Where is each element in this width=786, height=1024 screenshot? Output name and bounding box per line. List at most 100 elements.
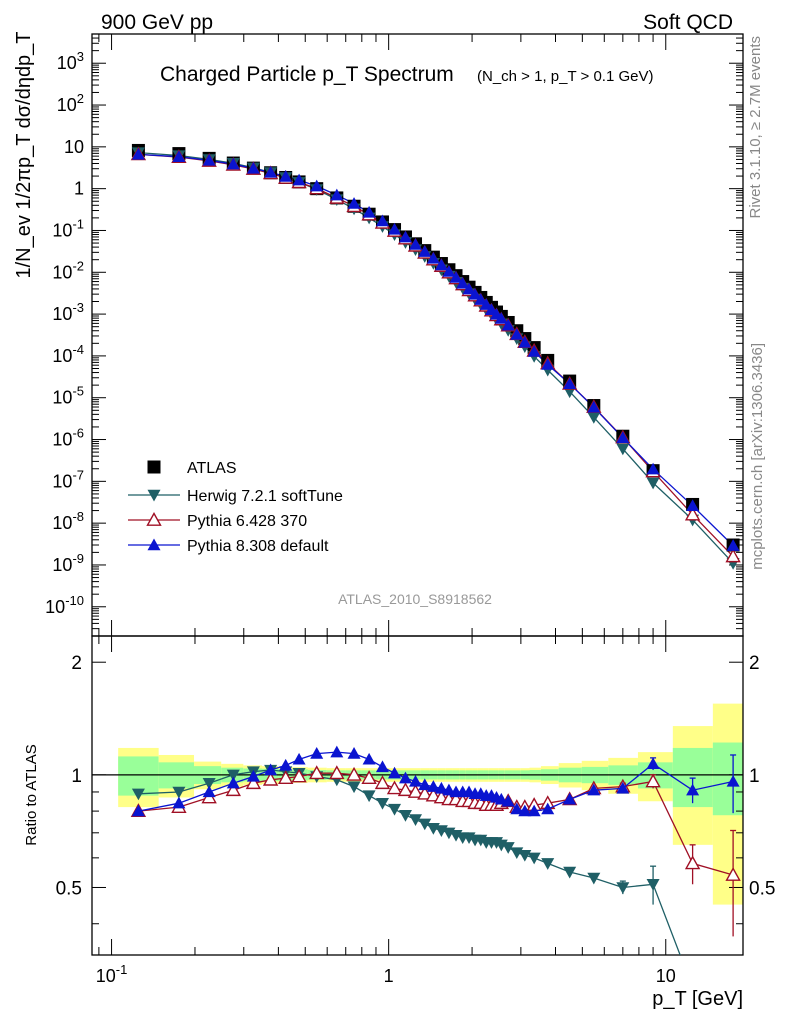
ratio-point bbox=[262, 771, 279, 786]
main-point bbox=[616, 431, 630, 443]
legend-label: Herwig 7.2.1 softTune bbox=[187, 488, 343, 505]
main-point bbox=[468, 287, 482, 300]
rivet-label: Rivet 3.1.10, ≥ 2.7M events bbox=[747, 36, 764, 219]
ratio-point bbox=[563, 866, 577, 879]
main-point bbox=[501, 318, 515, 331]
main-point bbox=[310, 179, 324, 192]
legend-label: ATLAS bbox=[187, 460, 237, 477]
ratio-point bbox=[397, 782, 414, 797]
main-point bbox=[646, 477, 660, 490]
ratio-point bbox=[686, 783, 700, 796]
ratio-point bbox=[264, 763, 278, 776]
legend-marker bbox=[147, 489, 161, 502]
ratio-point bbox=[417, 785, 433, 800]
x-tick-label: 10 bbox=[656, 966, 676, 986]
main-point bbox=[388, 222, 402, 235]
ratio-frame bbox=[91, 635, 744, 956]
ratio-plot-area bbox=[130, 745, 741, 955]
main-point bbox=[684, 506, 701, 521]
ratio-point bbox=[616, 882, 630, 894]
main-point bbox=[510, 328, 524, 340]
ratio-point bbox=[309, 765, 325, 780]
main-point bbox=[246, 161, 260, 174]
ratio-point bbox=[374, 775, 391, 790]
ratio-point bbox=[645, 773, 661, 788]
main-point bbox=[418, 245, 432, 257]
main-point bbox=[616, 443, 630, 456]
ratio-y-label: 0.5 bbox=[56, 878, 82, 899]
ratio-point bbox=[347, 747, 361, 759]
ratio-point bbox=[725, 867, 741, 881]
band-inner bbox=[712, 742, 743, 816]
ratio-y-label: 2 bbox=[71, 653, 82, 674]
ratio-point bbox=[291, 768, 307, 783]
ratio-point bbox=[616, 781, 630, 794]
main-point bbox=[474, 293, 488, 305]
main-point bbox=[518, 335, 532, 348]
ratio-point bbox=[501, 794, 515, 807]
main-point bbox=[202, 153, 216, 166]
main-point bbox=[226, 157, 240, 170]
ratio-point bbox=[646, 757, 660, 770]
main-point bbox=[587, 400, 601, 413]
ratio-point bbox=[172, 796, 186, 809]
ratio-point bbox=[587, 872, 601, 885]
main-point bbox=[587, 412, 601, 424]
y-tick-label: 10-1 bbox=[52, 216, 84, 240]
y-tick-label: 10-3 bbox=[52, 300, 84, 324]
y-tick-label: 10-6 bbox=[52, 426, 84, 450]
main-point bbox=[131, 147, 145, 160]
y-tick-label: 10-9 bbox=[52, 551, 84, 575]
plot-subtitle: (N_ch > 1, p_T > 0.1 GeV) bbox=[477, 68, 653, 85]
main-point bbox=[563, 377, 577, 390]
main-point bbox=[449, 271, 463, 283]
ratio-point bbox=[398, 771, 412, 784]
ratio-point bbox=[527, 804, 541, 817]
ratio-point bbox=[277, 770, 294, 785]
ratio-point bbox=[362, 790, 376, 803]
main-point bbox=[292, 173, 306, 186]
main-point bbox=[494, 312, 508, 324]
legend-label: Pythia 6.428 370 bbox=[187, 513, 307, 530]
ratio-point bbox=[310, 747, 324, 759]
main-point bbox=[409, 238, 423, 250]
legend-marker bbox=[146, 512, 162, 526]
ratio-point bbox=[361, 770, 377, 785]
ratio-point bbox=[518, 849, 532, 862]
plot-title: Charged Particle p_T Spectrum bbox=[160, 63, 454, 86]
collision-label: 900 GeV pp bbox=[101, 11, 213, 34]
ratio-point bbox=[541, 858, 555, 870]
main-point bbox=[726, 539, 740, 551]
ratio-point bbox=[646, 879, 660, 891]
x-tick-label: 1 bbox=[384, 966, 394, 986]
main-point bbox=[362, 205, 376, 218]
main-ylabel: 1/N_ev 1/2πp_T dσ/dηdp_T bbox=[13, 31, 35, 278]
ratio-point bbox=[425, 787, 442, 802]
y-tick-label: 10-4 bbox=[52, 342, 84, 366]
ratio-point bbox=[246, 769, 260, 782]
main-point bbox=[442, 265, 456, 277]
ratio-y-label: 0.5 bbox=[749, 878, 775, 899]
ratio-point bbox=[426, 780, 440, 792]
ratio-point bbox=[388, 766, 402, 779]
main-point bbox=[541, 358, 555, 370]
y-tick-label: 10-2 bbox=[52, 258, 84, 282]
ratio-point bbox=[131, 804, 145, 817]
ratio-point bbox=[418, 778, 432, 791]
ratio-point bbox=[409, 814, 423, 826]
ratio-point bbox=[375, 760, 389, 773]
ratio-y-label: 2 bbox=[749, 653, 760, 674]
ratio-ylabel: Ratio to ATLAS bbox=[23, 744, 40, 845]
main-point bbox=[527, 345, 541, 357]
ratio-point bbox=[418, 818, 432, 831]
source-label: mcplots.cern.ch [arXiv:1306.3436] bbox=[749, 343, 766, 570]
ratio-series-group bbox=[130, 745, 741, 955]
ratio-point bbox=[527, 852, 541, 865]
analysis-label: ATLAS_2010_S8918562 bbox=[338, 591, 492, 607]
ratio-point bbox=[409, 774, 423, 787]
legend-marker bbox=[147, 538, 161, 551]
ratio-point bbox=[225, 782, 241, 797]
ratio-point bbox=[362, 752, 376, 765]
ratio-point bbox=[587, 783, 601, 796]
category-label: Soft QCD bbox=[643, 11, 733, 34]
